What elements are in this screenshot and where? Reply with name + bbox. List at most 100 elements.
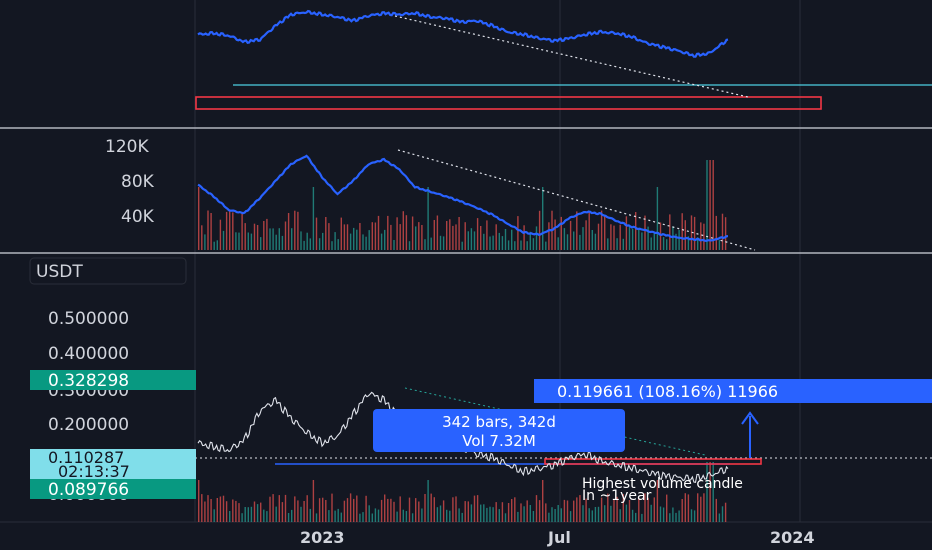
volume-bar <box>690 509 693 522</box>
volume-bar <box>303 501 305 522</box>
trendline-price <box>404 387 706 456</box>
volume-bar <box>309 508 311 522</box>
measure-box-bars: 342 bars, 342d <box>442 413 556 431</box>
trendline-top <box>394 15 749 98</box>
volume-bar <box>263 221 265 250</box>
volume-bar <box>384 494 386 522</box>
volume-bar <box>260 237 262 250</box>
volume-bar <box>278 495 280 522</box>
volume-bar <box>666 239 668 250</box>
volume-bar <box>551 507 553 522</box>
volume-bar <box>213 509 215 522</box>
price-tag-high-text: 0.328298 <box>48 371 129 391</box>
volume-bar <box>458 508 460 522</box>
x-tick-label: 2024 <box>770 528 815 547</box>
price-pane: USDT 0.500000 0.400000 0.300000 0.200000… <box>29 257 932 522</box>
volume-bar <box>312 480 315 522</box>
volume-bar <box>353 227 355 250</box>
volume-bar <box>204 501 206 522</box>
indicator-line <box>197 9 729 58</box>
volume-bar <box>253 501 256 522</box>
volume-bar <box>393 240 395 250</box>
volume-bar <box>452 497 454 522</box>
volume-bar <box>517 511 519 522</box>
price-volume-bars <box>198 462 727 522</box>
volume-bar <box>504 229 507 250</box>
volume-bar <box>207 210 209 250</box>
volume-bar <box>315 513 318 522</box>
volume-bar <box>662 237 665 250</box>
volume-bar <box>495 224 497 250</box>
target-arrow <box>741 411 759 458</box>
currency-selector[interactable] <box>29 257 187 285</box>
volume-bar <box>415 498 417 522</box>
volume-bar <box>294 496 296 522</box>
time-axis[interactable]: 2023 Jul 2024 <box>300 528 815 547</box>
volume-bar <box>576 211 578 250</box>
volume-bar <box>337 508 339 522</box>
volume-bar <box>405 215 408 250</box>
volume-bar <box>563 228 566 250</box>
volume-bar <box>359 513 361 522</box>
volume-bar <box>622 238 624 250</box>
volume-bar <box>703 493 705 522</box>
volume-bar <box>442 500 445 522</box>
volume-bar <box>436 215 439 250</box>
volume-bar <box>672 226 674 250</box>
volume-bar <box>340 512 342 522</box>
volume-bar <box>225 211 228 250</box>
volume-bar <box>600 497 603 522</box>
volume-bar <box>557 505 559 522</box>
volume-bar <box>232 499 234 522</box>
volume-bar <box>238 503 240 522</box>
volume-bar <box>387 215 389 250</box>
volume-bar <box>300 231 302 250</box>
volume-bar <box>201 225 203 250</box>
volume-bar <box>718 240 721 250</box>
y-tick-label: 40K <box>121 207 155 227</box>
volume-bar <box>554 219 556 250</box>
volume-bar <box>365 495 367 522</box>
volume-bar <box>635 512 637 522</box>
volume-bar <box>591 230 593 250</box>
volume-bar <box>430 237 432 250</box>
volume-bar <box>548 222 550 250</box>
volume-bar <box>535 226 538 250</box>
volume-bar <box>644 493 646 522</box>
volume-bar <box>511 229 513 250</box>
volume-bar <box>554 509 556 522</box>
volume-bar <box>594 507 597 522</box>
volume-bar <box>607 493 609 522</box>
volume-bar <box>489 506 491 522</box>
price-tag-last <box>30 449 196 479</box>
volume-bar <box>362 234 364 250</box>
volume-bar <box>446 509 448 522</box>
measure-box-volume: Vol 7.32M <box>462 432 536 450</box>
volume-bar <box>573 231 575 250</box>
volume-bar <box>418 501 420 522</box>
volume-bar <box>222 495 225 522</box>
volume-bar <box>247 232 249 250</box>
volume-bar <box>501 502 504 522</box>
volume-bar <box>427 480 429 522</box>
volume-bar <box>368 505 370 522</box>
volume-bar <box>309 238 311 250</box>
volume-bar <box>306 232 308 250</box>
volume-bar <box>272 228 274 250</box>
volume-bar <box>275 234 277 250</box>
volume-bar <box>455 224 457 250</box>
volume-bar <box>374 508 377 522</box>
volume-bar <box>399 224 401 250</box>
volume-bar <box>272 494 274 522</box>
volume-bar <box>697 493 699 522</box>
volume-bar <box>662 507 665 522</box>
volume-bar <box>545 503 547 522</box>
volume-bar <box>464 501 466 522</box>
volume-bar <box>269 228 271 250</box>
volume-bar <box>377 215 380 250</box>
volume-bar <box>718 513 721 522</box>
volume-bar <box>411 216 414 250</box>
volume-bar <box>225 501 228 522</box>
volume-bar <box>511 499 513 522</box>
